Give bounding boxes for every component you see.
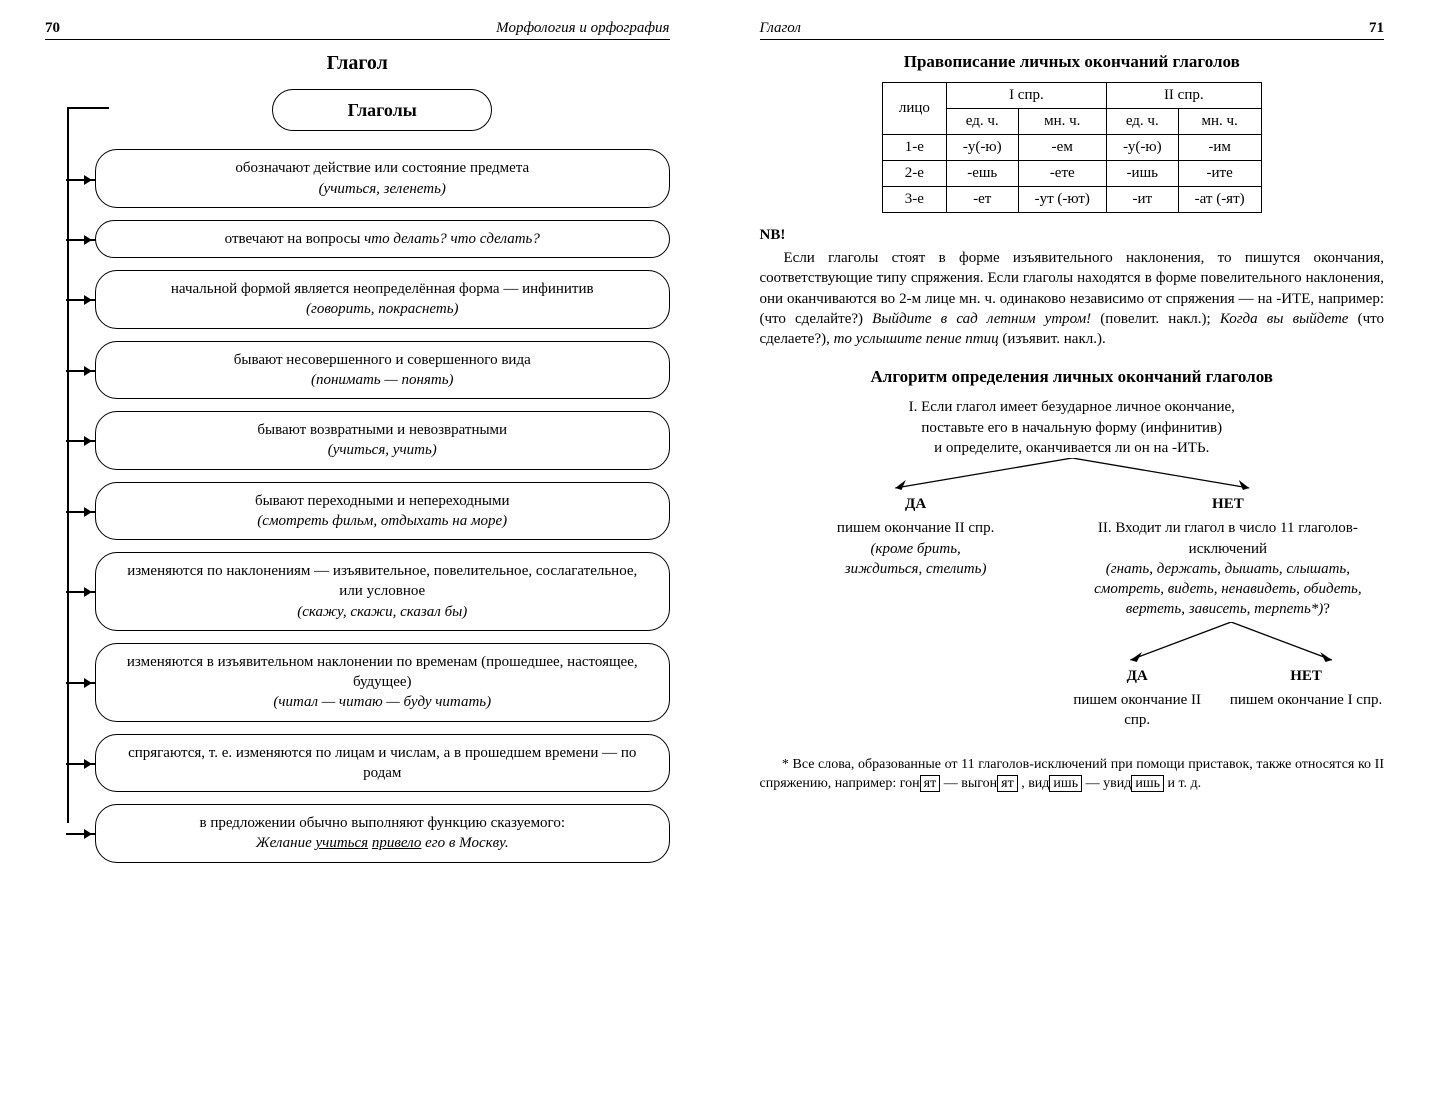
table-cell: -у(-ю) (1106, 135, 1178, 161)
flow-node-text: изменяются по наклонениям — изъявительно… (114, 561, 651, 602)
flow-node-text: изменяются в изъявительном наклонении по… (114, 652, 651, 693)
flow-node: обозначают действие или состояние предме… (95, 149, 670, 208)
tree-branches-1 (760, 458, 1385, 492)
flow-node-text: спрягаются, т. е. изменяются по лицам и … (114, 743, 651, 784)
page-71: Глагол 71 Правописание личных окончаний … (715, 0, 1429, 1100)
flow-node-example: (говорить, покраснеть) (114, 299, 651, 319)
flow-node: бывают возвратными и невозвратными(учить… (95, 411, 670, 470)
nb-paragraph: Если глаголы стоят в форме изъявительног… (760, 248, 1385, 349)
table-row: 2-е-ешь-ете-ишь-ите (882, 161, 1261, 187)
tree-level-2: ДА пишем окончание II спр. НЕТ пишем око… (760, 666, 1385, 731)
flow-node-sentence: Желание учиться привело его в Москву. (114, 833, 651, 853)
th-group2: II спр. (1106, 83, 1261, 109)
th-sub: мн. ч. (1018, 109, 1106, 135)
footnote: * Все слова, образованные от 11 глаголов… (760, 756, 1385, 794)
table-cell: -у(-ю) (946, 135, 1018, 161)
flow-bus (67, 107, 69, 823)
table-cell: -ишь (1106, 161, 1178, 187)
table-cell: 3-е (882, 187, 946, 213)
flow-node-example: (учиться, учить) (114, 440, 651, 460)
tree-yes-2: ДА пишем окончание II спр. (1059, 666, 1215, 731)
flow-node-text: бывают возвратными и невозвратными (114, 420, 651, 440)
tree-branches-2 (1072, 622, 1390, 664)
flow-node-example: (скажу, скажи, сказал бы) (114, 602, 651, 622)
table-cell: -ет (946, 187, 1018, 213)
flow-node-example: (учиться, зеленеть) (114, 179, 651, 199)
section-name: Глагол (760, 20, 801, 37)
flow-node: бывают переходными и непереходными(смотр… (95, 482, 670, 541)
flow-connector (66, 682, 96, 684)
flow-node: бывают несовершенного и совершенного вид… (95, 341, 670, 400)
nb-label: NB! (760, 227, 1385, 244)
running-head-left: 70 Морфология и орфография (45, 20, 670, 40)
flow-connector (66, 179, 96, 181)
table-cell: -им (1178, 135, 1261, 161)
table-cell: -ут (-ют) (1018, 187, 1106, 213)
table-cell: 1-е (882, 135, 946, 161)
table-row: 3-е-ет-ут (-ют)-ит-ат (-ят) (882, 187, 1261, 213)
th-group1: I спр. (946, 83, 1106, 109)
th-sub: ед. ч. (946, 109, 1018, 135)
flow-node: спрягаются, т. е. изменяются по лицам и … (95, 734, 670, 793)
flow-connector (66, 370, 96, 372)
flow-connector (66, 440, 96, 442)
table-cell: -ем (1018, 135, 1106, 161)
flow-connector (66, 511, 96, 513)
flow-connector (66, 239, 96, 241)
page-70: 70 Морфология и орфография Глагол Глагол… (0, 0, 715, 1100)
flow-connector (66, 763, 96, 765)
flow-node-text: начальной формой является неопределённая… (114, 279, 651, 299)
section-name: Морфология и орфография (496, 20, 669, 37)
table-cell: -ит (1106, 187, 1178, 213)
conjugation-table: лицо I спр. II спр. ед. ч. мн. ч. ед. ч.… (882, 82, 1262, 213)
flow-node-text: в предложении обычно выполняют функцию с… (114, 813, 651, 833)
table-cell: -ете (1018, 161, 1106, 187)
flow-connector (66, 833, 96, 835)
tree-no-1: НЕТ II. Входит ли глагол в число 11 глаг… (1078, 494, 1378, 620)
table-row: 1-е-у(-ю)-ем-у(-ю)-им (882, 135, 1261, 161)
flowchart: Глаголы обозначают действие или состояни… (45, 89, 670, 863)
running-head-right: Глагол 71 (760, 20, 1385, 40)
flow-node-text: бывают переходными и непереходными (114, 491, 651, 511)
flow-node-example: (читал — читаю — буду читать) (114, 692, 651, 712)
flow-node-text: обозначают действие или состояние предме… (114, 158, 651, 178)
page-number: 71 (1369, 20, 1384, 37)
flow-node-example: (смотреть фильм, отдыхать на море) (114, 511, 651, 531)
th-sub: ед. ч. (1106, 109, 1178, 135)
flow-node: изменяются по наклонениям — изъявительно… (95, 552, 670, 631)
flow-node: отвечают на вопросы что делать? что сдел… (95, 220, 670, 258)
flow-connector (66, 591, 96, 593)
th-sub: мн. ч. (1178, 109, 1261, 135)
table-cell: -ешь (946, 161, 1018, 187)
flow-connector (66, 299, 96, 301)
page-title: Глагол (45, 52, 670, 75)
tree-step-1: I. Если глагол имеет безударное личное о… (760, 397, 1385, 458)
table-cell: -ите (1178, 161, 1261, 187)
tree-level-1: ДА пишем окончание II спр. (кроме брить,… (760, 494, 1385, 620)
table-cell: -ат (-ят) (1178, 187, 1261, 213)
flow-node-text: бывают несовершенного и совершенного вид… (114, 350, 651, 370)
flow-node: в предложении обычно выполняют функцию с… (95, 804, 670, 863)
flow-node: начальной формой является неопределённая… (95, 270, 670, 329)
flow-node: изменяются в изъявительном наклонении по… (95, 643, 670, 722)
flow-node-example: (понимать — понять) (114, 370, 651, 390)
section-title-2: Алгоритм определения личных окончаний гл… (760, 367, 1385, 387)
decision-tree: I. Если глагол имеет безударное личное о… (760, 397, 1385, 730)
th-person: лицо (882, 83, 946, 135)
flow-node-text: отвечают на вопросы что делать? что сдел… (114, 229, 651, 249)
page-number: 70 (45, 20, 60, 37)
table-cell: 2-е (882, 161, 946, 187)
section-title-1: Правописание личных окончаний глаголов (760, 52, 1385, 72)
flow-root: Глаголы (272, 89, 492, 131)
tree-no-2: НЕТ пишем окончание I спр. (1228, 666, 1384, 731)
tree-yes-1: ДА пишем окончание II спр. (кроме брить,… (766, 494, 1066, 620)
